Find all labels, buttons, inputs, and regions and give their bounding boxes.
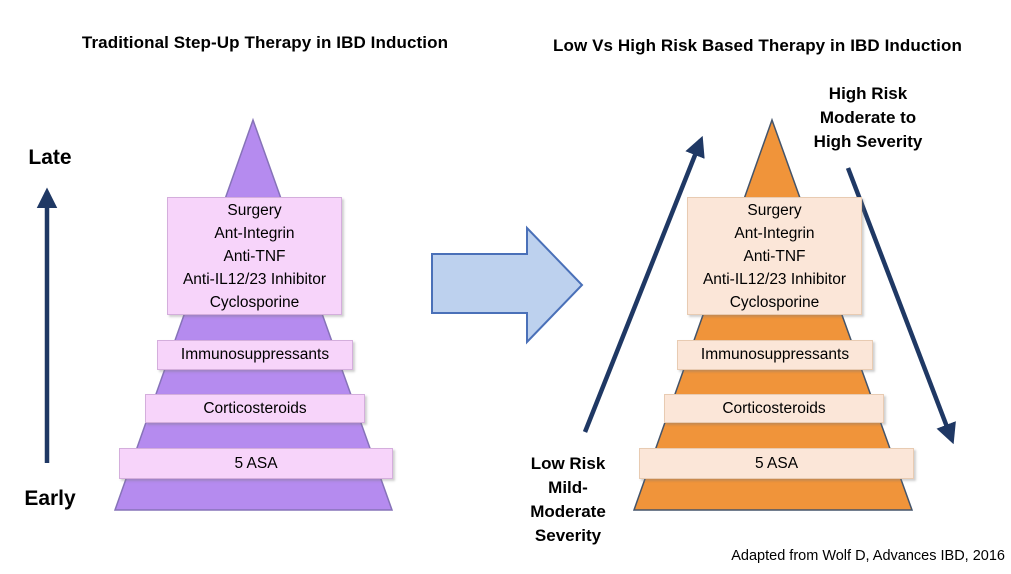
transition-right-arrow-icon: [431, 225, 584, 345]
risk-based-tier-corticosteroids: Corticosteroids: [664, 394, 884, 423]
high-risk-line: High Risk: [828, 84, 908, 103]
risk-based-tier-5asa: 5 ASA: [639, 448, 914, 479]
traditional-tier-5asa: 5 ASA: [119, 448, 393, 479]
therapy-line: Anti-TNF: [223, 247, 286, 265]
therapy-line: Anti-TNF: [743, 247, 806, 265]
low-risk-line: Moderate: [530, 502, 606, 521]
traditional-tier-corticosteroids: Corticosteroids: [145, 394, 365, 423]
therapy-line: Anti-IL12/23 Inhibitor: [702, 270, 847, 288]
traditional-top-therapies-box: Surgery Ant-Integrin Anti-TNF Anti-IL12/…: [167, 197, 342, 315]
therapy-line: Cyclosporine: [729, 293, 820, 311]
high-risk-annotation: High Risk Moderate to High Severity: [793, 82, 943, 154]
therapy-line: Cyclosporine: [209, 293, 300, 311]
time-axis-late-label: Late: [28, 146, 72, 169]
left-panel-title: Traditional Step-Up Therapy in IBD Induc…: [81, 33, 449, 52]
low-risk-line: Low Risk: [530, 454, 606, 473]
high-risk-line: Moderate to: [819, 108, 917, 127]
therapy-line: Ant-Integrin: [734, 224, 815, 242]
traditional-tier-immunosuppressants: Immunosuppressants: [157, 340, 353, 370]
low-risk-line: Mild-: [548, 478, 588, 497]
low-risk-line: Severity: [534, 526, 602, 545]
therapy-line: Surgery: [227, 201, 282, 219]
therapy-line: Anti-IL12/23 Inhibitor: [182, 270, 327, 288]
low-risk-up-arrow-icon: [582, 135, 705, 433]
source-citation: Adapted from Wolf D, Advances IBD, 2016: [731, 548, 1005, 564]
therapy-line: Ant-Integrin: [214, 224, 295, 242]
high-risk-down-arrow-icon: [845, 167, 956, 445]
time-axis-early-label: Early: [24, 487, 76, 510]
therapy-line: Surgery: [747, 201, 802, 219]
low-risk-annotation: Low Risk Mild- Moderate Severity: [508, 452, 628, 548]
high-risk-line: High Severity: [813, 132, 923, 151]
right-panel-title: Low Vs High Risk Based Therapy in IBD In…: [553, 36, 962, 55]
risk-based-top-therapies-box: Surgery Ant-Integrin Anti-TNF Anti-IL12/…: [687, 197, 862, 315]
risk-based-tier-immunosuppressants: Immunosuppressants: [677, 340, 873, 370]
